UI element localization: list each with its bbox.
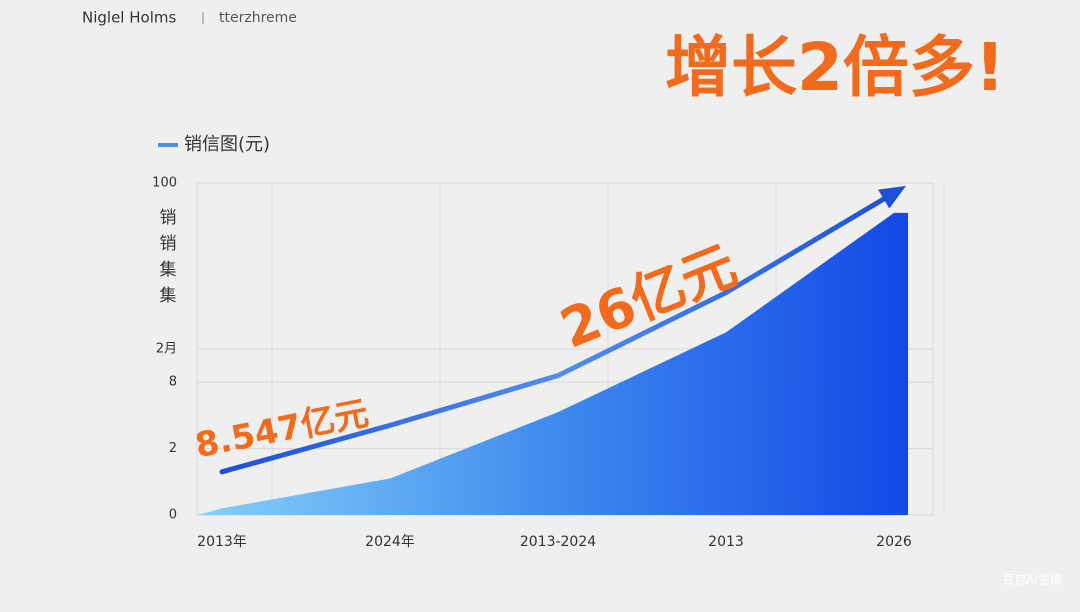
source: tterzhreme — [219, 10, 297, 26]
y-axis-label: 集 — [160, 260, 177, 280]
arrow-head — [878, 185, 907, 209]
legend-label: 销信图(元) — [184, 134, 270, 155]
y-tick-label: 2 — [169, 441, 177, 456]
x-tick-label: 2013 — [708, 534, 744, 550]
x-tick-label: 2026 — [876, 534, 912, 550]
headline: 增长2倍多! — [665, 29, 1005, 106]
y-tick-label: 0 — [169, 508, 177, 523]
watermark: 豆包AI生成 — [1002, 573, 1062, 587]
y-axis-label: 销 — [160, 208, 177, 228]
x-tick-label: 2013年 — [197, 534, 247, 550]
y-tick-label: 2月 — [156, 342, 177, 357]
x-tick-label: 2013-2024 — [520, 534, 596, 550]
y-tick-label: 8 — [169, 375, 177, 390]
x-tick-label: 2024年 — [365, 534, 415, 550]
author: Niglel Holms — [82, 9, 176, 27]
y-tick-label: 100 — [152, 176, 177, 191]
growth-line — [219, 190, 897, 475]
y-axis-label: 集 — [160, 286, 177, 306]
area — [197, 212, 908, 515]
y-axis-label: 销 — [160, 234, 177, 254]
